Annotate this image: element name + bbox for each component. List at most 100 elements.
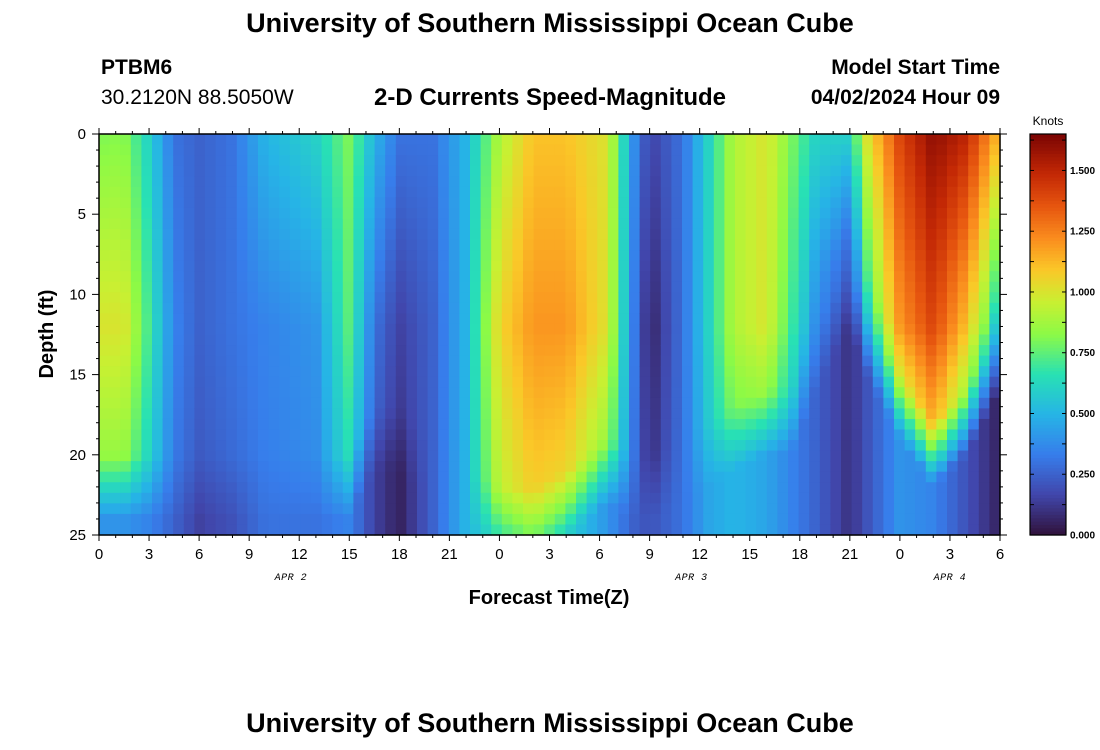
heatmap-cell <box>629 271 641 283</box>
heatmap-cell <box>925 345 937 357</box>
heatmap-cell <box>841 313 853 325</box>
heatmap-cell <box>300 239 312 251</box>
heatmap-cell <box>925 513 937 526</box>
heatmap-cell <box>957 450 969 462</box>
heatmap-cell <box>925 239 937 251</box>
heatmap-cell <box>205 440 217 452</box>
heatmap-cell <box>629 228 641 241</box>
heatmap-cell <box>777 334 789 346</box>
heatmap-cell <box>448 323 460 336</box>
colorbar-tick-label: 0.750 <box>1070 348 1095 359</box>
heatmap-cell <box>650 218 662 230</box>
heatmap-cell <box>258 144 270 156</box>
heatmap-cell <box>406 429 418 441</box>
heatmap-cells <box>99 134 1001 536</box>
heatmap-cell <box>130 429 142 441</box>
heatmap-cell <box>989 482 1001 494</box>
heatmap-cell <box>215 429 227 441</box>
colorbar-segment <box>1030 471 1066 476</box>
heatmap-cell <box>968 482 980 494</box>
heatmap-cell <box>607 260 619 272</box>
heatmap-cell <box>978 450 990 462</box>
heatmap-cell <box>819 197 831 209</box>
heatmap-cell <box>639 492 651 504</box>
heatmap-cell <box>756 355 768 367</box>
heatmap-cell <box>523 313 535 325</box>
x-tick-label: 18 <box>791 546 808 563</box>
heatmap-cell <box>872 250 884 262</box>
heatmap-cell <box>703 366 715 378</box>
heatmap-cell <box>724 292 736 304</box>
heatmap-cell <box>851 387 863 399</box>
heatmap-cell <box>660 323 672 336</box>
heatmap-cell <box>872 482 884 494</box>
heatmap-cell <box>120 408 132 420</box>
heatmap-cell <box>183 186 195 198</box>
heatmap-cell <box>501 492 513 504</box>
heatmap-cell <box>777 524 789 536</box>
heatmap-cell <box>332 260 344 272</box>
heatmap-cell <box>247 440 259 452</box>
heatmap-cell <box>915 176 927 188</box>
heatmap-cell <box>936 302 948 314</box>
heatmap-cell <box>872 228 884 241</box>
heatmap-cell <box>215 418 227 431</box>
heatmap-cell <box>639 155 651 167</box>
heatmap-cell <box>554 366 566 378</box>
heatmap-cell <box>554 492 566 504</box>
heatmap-cell <box>470 334 482 346</box>
heatmap-cell <box>639 471 651 483</box>
heatmap-cell <box>544 471 556 483</box>
heatmap-cell <box>756 492 768 504</box>
heatmap-cell <box>682 355 694 367</box>
heatmap-cell <box>332 408 344 420</box>
heatmap-cell <box>586 376 598 388</box>
heatmap-cell <box>830 144 842 156</box>
heatmap-cell <box>321 397 333 409</box>
heatmap-cell <box>713 366 725 378</box>
heatmap-cell <box>692 271 704 283</box>
heatmap-cell <box>491 334 503 346</box>
heatmap-cell <box>183 260 195 272</box>
heatmap-cell <box>968 302 980 314</box>
heatmap-cell <box>777 376 789 388</box>
heatmap-cell <box>194 186 206 198</box>
heatmap-cell <box>883 271 895 283</box>
heatmap-cell <box>745 376 757 388</box>
heatmap-cell <box>968 292 980 304</box>
heatmap-cell <box>777 503 789 515</box>
heatmap-cell <box>321 155 333 167</box>
heatmap-cell <box>629 397 641 409</box>
heatmap-cell <box>438 418 450 431</box>
heatmap-cell <box>692 376 704 388</box>
heatmap-cell <box>830 408 842 420</box>
heatmap-cell <box>947 292 959 304</box>
heatmap-cell <box>713 387 725 399</box>
heatmap-cell <box>597 440 609 452</box>
heatmap-cell <box>989 260 1001 272</box>
heatmap-cell <box>130 176 142 188</box>
heatmap-cell <box>936 134 948 146</box>
heatmap-cell <box>374 334 386 346</box>
heatmap-cell <box>766 408 778 420</box>
colorbar-segment <box>1030 404 1066 409</box>
heatmap-cell <box>607 334 619 346</box>
heatmap-cell <box>703 302 715 314</box>
heatmap-cell <box>957 302 969 314</box>
heatmap-cell <box>448 408 460 420</box>
heatmap-cell <box>660 155 672 167</box>
heatmap-cell <box>798 482 810 494</box>
heatmap-cell <box>904 397 916 409</box>
heatmap-cell <box>915 482 927 494</box>
heatmap-cell <box>501 281 513 293</box>
heatmap-cell <box>576 387 588 399</box>
colorbar-segment <box>1030 488 1066 493</box>
heatmap-cell <box>120 345 132 357</box>
colorbar-segment <box>1030 374 1066 379</box>
heatmap-cell <box>438 524 450 536</box>
heatmap-cell <box>841 239 853 251</box>
heatmap-cell <box>342 355 354 367</box>
heatmap-cell <box>766 440 778 452</box>
heatmap-cell <box>247 218 259 230</box>
heatmap-cell <box>745 334 757 346</box>
